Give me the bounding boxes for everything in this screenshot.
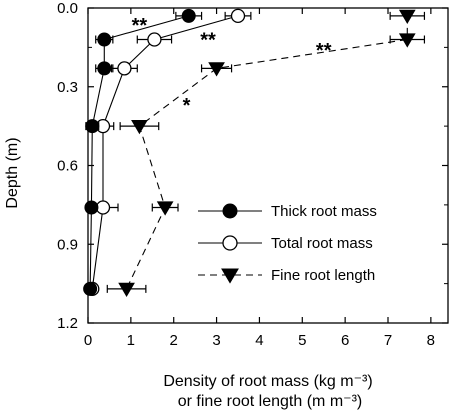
y-tick-label: 1.2 — [57, 315, 78, 332]
x-axis-label-line2: or fine root length (m m⁻³) — [178, 393, 363, 410]
plot-frame — [87, 7, 449, 324]
significance-marker: ** — [132, 15, 148, 37]
x-tick-label: 1 — [127, 332, 135, 349]
legend-label: Fine root length — [271, 267, 375, 284]
data-series — [83, 8, 426, 297]
significance-annotations: **** *** — [132, 15, 332, 117]
x-tick-label: 2 — [170, 332, 178, 349]
series-line — [89, 15, 189, 289]
marker-filled-triangle — [131, 120, 148, 135]
x-tick-label: 6 — [341, 332, 349, 349]
series-line — [126, 15, 408, 290]
series-fine-root-length — [106, 9, 426, 297]
legend-label: Total root mass — [271, 235, 373, 252]
x-tick-label: 5 — [298, 332, 306, 349]
series-total-root-mass — [85, 8, 252, 297]
x-tick-label: 0 — [84, 332, 92, 349]
y-tick-label: 0.3 — [57, 79, 78, 96]
significance-marker: ** — [200, 30, 216, 52]
marker-filled-triangle — [118, 282, 135, 297]
marker-filled-circle — [85, 119, 100, 134]
legend-item: Fine root length — [198, 267, 375, 284]
plot-axes — [87, 7, 449, 324]
x-tick-label: 3 — [212, 332, 220, 349]
series-thick-root-mass — [83, 8, 203, 296]
x-tick-label: 4 — [255, 332, 263, 349]
marker-filled-circle — [97, 32, 112, 47]
x-tick-label: 7 — [384, 332, 392, 349]
x-axis-label-line1: Density of root mass (kg m⁻³) — [163, 373, 372, 390]
marker-filled-triangle — [398, 9, 416, 24]
series-line — [91, 15, 239, 289]
marker-filled-triangle — [398, 33, 416, 48]
y-tick-label: 0.0 — [57, 0, 78, 17]
marker-open-circle — [222, 235, 238, 251]
marker-open-circle — [230, 8, 246, 24]
significance-marker: * — [183, 95, 191, 117]
marker-filled-circle — [181, 8, 196, 23]
marker-open-circle — [117, 61, 132, 76]
marker-filled-triangle — [208, 62, 225, 77]
y-tick-label: 0.9 — [57, 236, 78, 253]
marker-open-circle — [147, 32, 162, 47]
marker-filled-circle — [222, 203, 238, 219]
marker-filled-circle — [97, 61, 112, 76]
legend-label: Thick root mass — [271, 203, 377, 220]
x-tick-label: 8 — [427, 332, 435, 349]
x-axis-ticks: 0 1 2 3 4 5 6 7 8 — [84, 8, 435, 349]
legend-item: Thick root mass — [198, 203, 377, 220]
marker-filled-triangle — [221, 268, 239, 284]
marker-open-circle — [95, 200, 111, 215]
y-axis-ticks: 0.0 0.3 0.6 0.9 1.2 — [57, 0, 448, 332]
marker-filled-triangle — [156, 201, 174, 216]
significance-marker: ** — [316, 40, 332, 62]
y-tick-label: 0.6 — [57, 158, 78, 175]
y-axis-label: Depth (m) — [4, 137, 21, 208]
marker-filled-circle — [83, 281, 98, 296]
marker-filled-circle — [84, 200, 99, 215]
legend-item: Total root mass — [198, 235, 373, 252]
legend: Thick root mass Total root mass Fine root … — [198, 203, 377, 284]
